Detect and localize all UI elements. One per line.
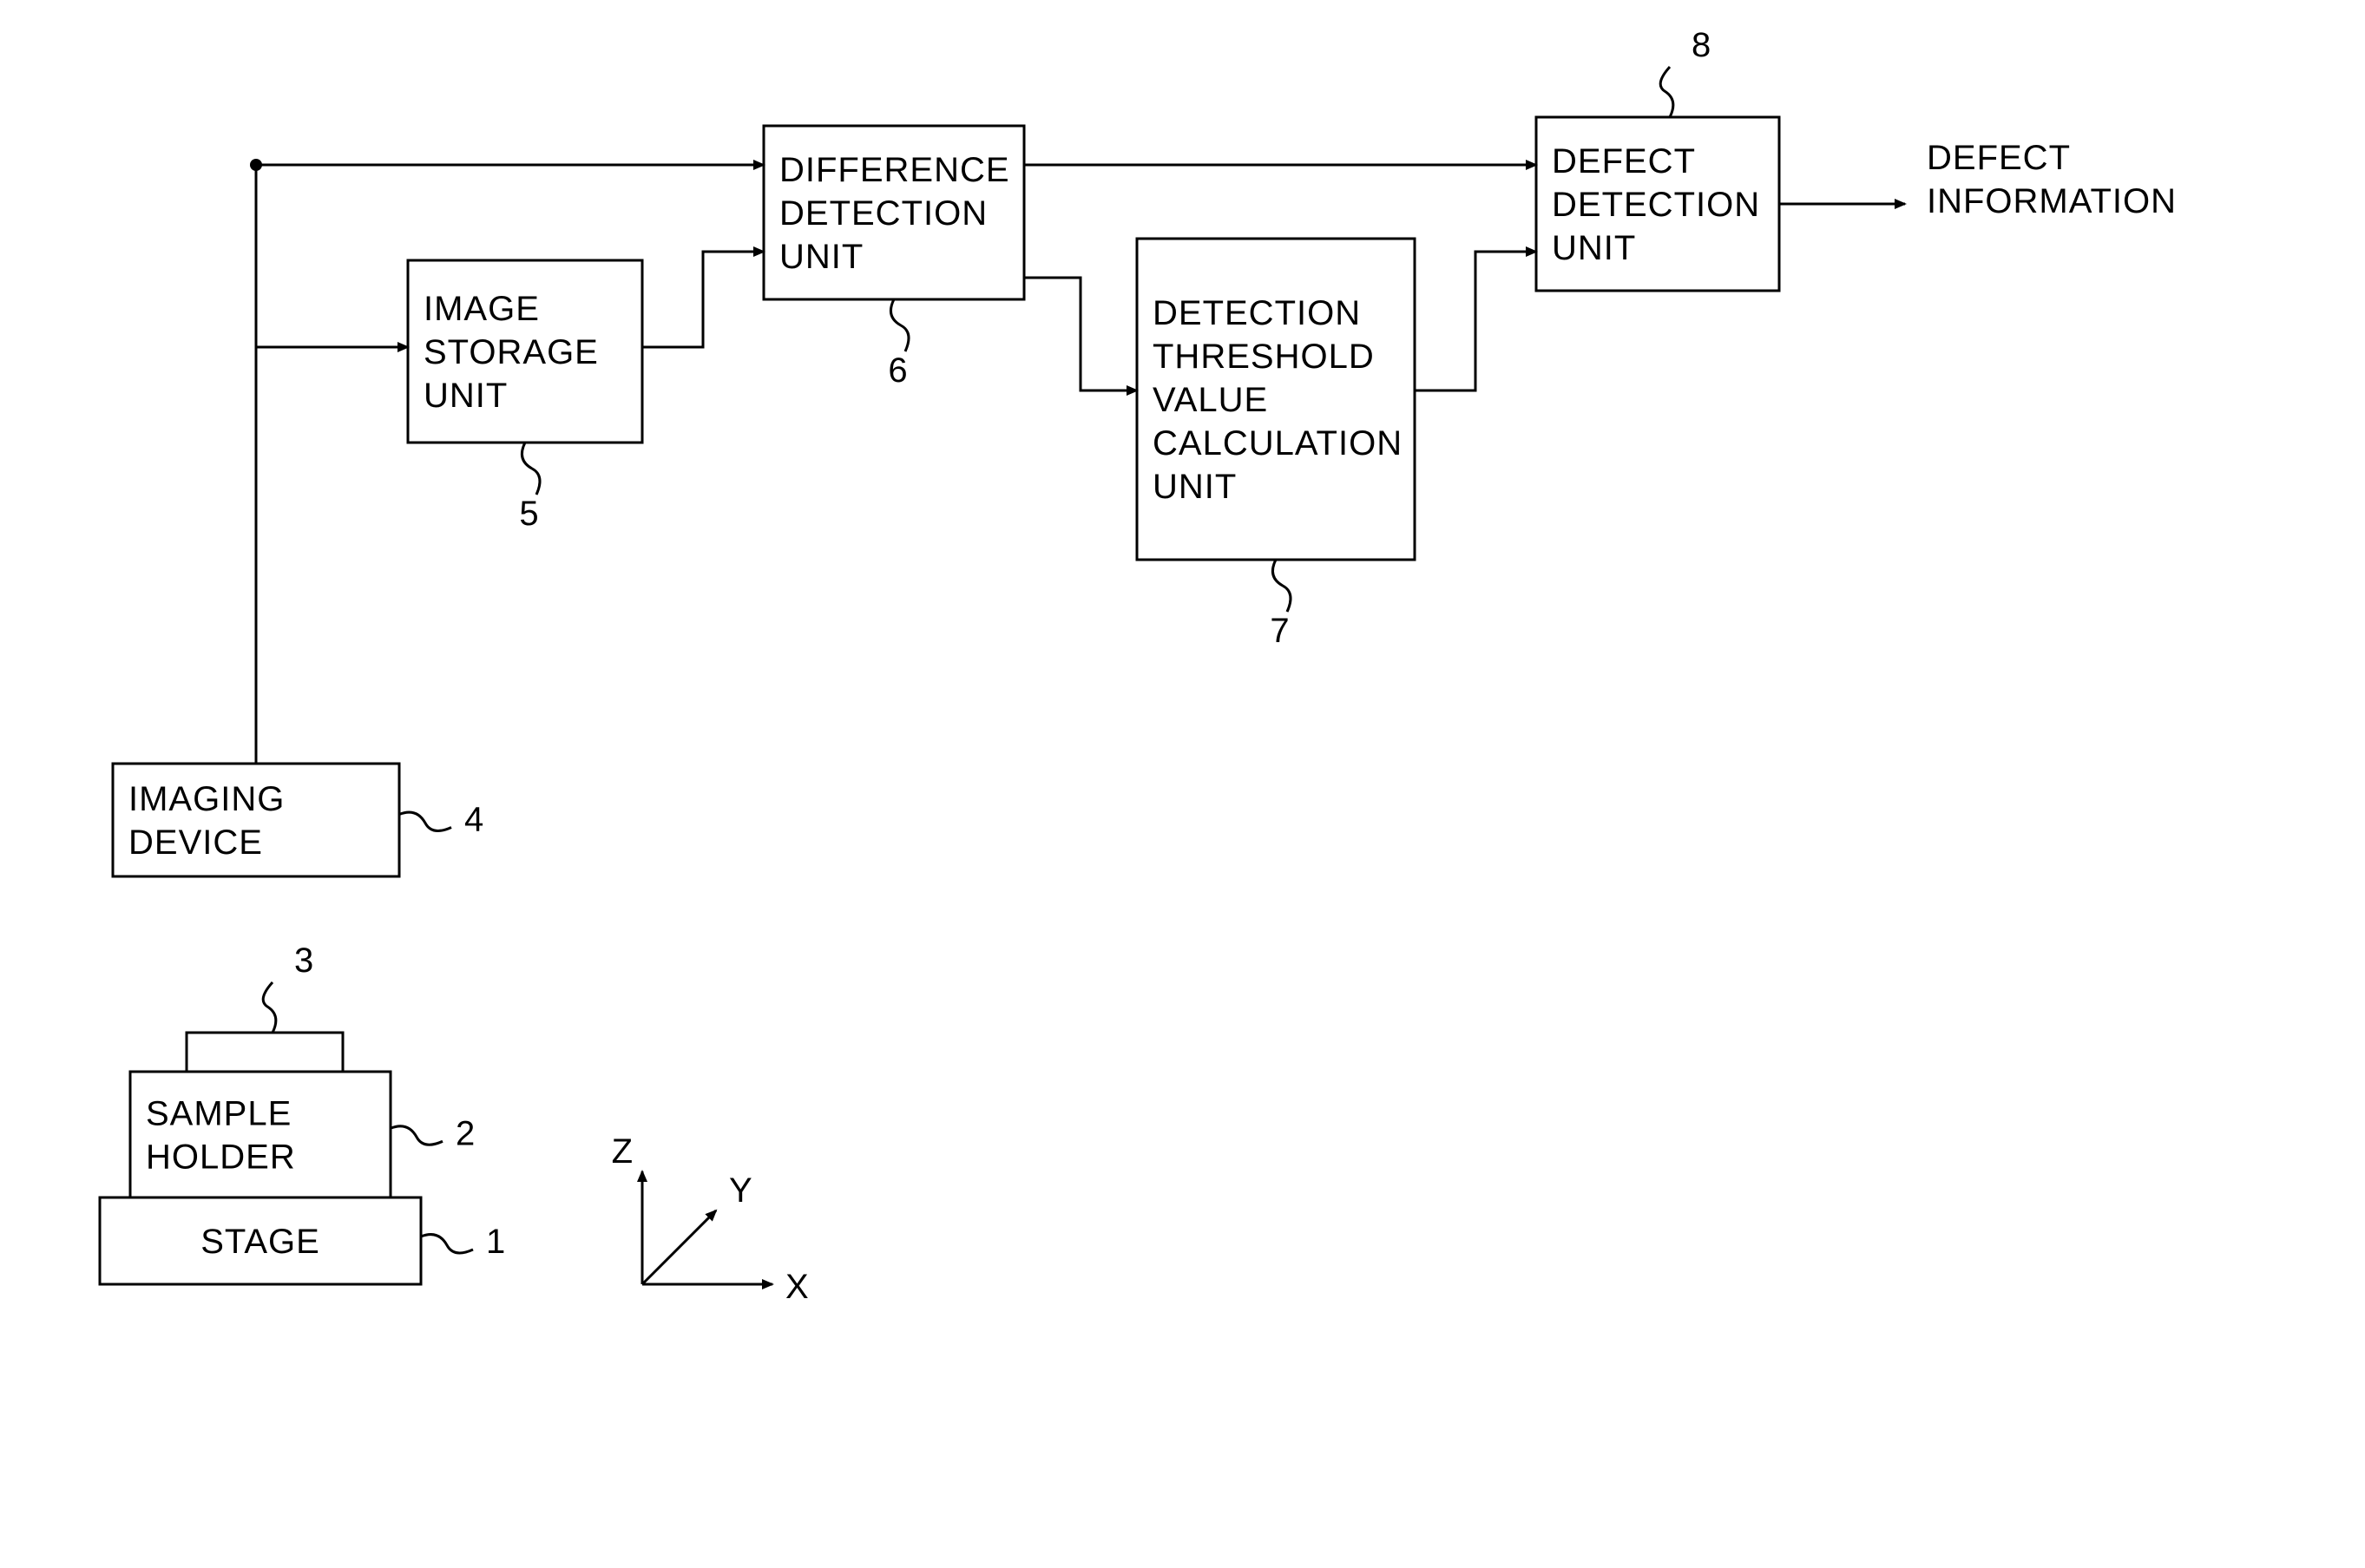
- node-image_storage-label: IMAGESTORAGEUNIT: [424, 290, 599, 415]
- node-diff_detect-label: DIFFERENCEDETECTIONUNIT: [779, 151, 1010, 276]
- node-stage: STAGE: [100, 1197, 421, 1284]
- ref-num-threshold: 7: [1270, 612, 1290, 650]
- axis-label-x: X: [785, 1268, 810, 1306]
- axes-layer: Z X Y: [612, 1132, 810, 1306]
- node-defect_detect: DEFECTDETECTIONUNIT: [1536, 117, 1779, 291]
- ref-num-diff_detect: 6: [888, 351, 908, 390]
- edges-layer: [250, 159, 1905, 764]
- node-imaging_device: IMAGINGDEVICE: [113, 764, 399, 876]
- ref-defect_detect: 8: [1660, 26, 1711, 117]
- node-sample_holder-box: [130, 1072, 391, 1197]
- ref-num-sample: 3: [294, 941, 314, 980]
- ref-num-image_storage: 5: [519, 495, 539, 533]
- ref-num-stage: 1: [486, 1223, 506, 1261]
- node-imaging_device-label: IMAGINGDEVICE: [128, 780, 285, 862]
- ref-threshold: 7: [1270, 560, 1291, 650]
- ref-diff_detect: 6: [888, 299, 909, 390]
- ref-image_storage: 5: [519, 443, 540, 533]
- output-label: DEFECTINFORMATION: [1927, 139, 2177, 220]
- node-sample: [187, 1033, 343, 1072]
- node-defect_detect-label: DEFECTDETECTIONUNIT: [1552, 142, 1760, 267]
- axis-label-z: Z: [612, 1132, 634, 1171]
- node-diff_detect: DIFFERENCEDETECTIONUNIT: [764, 126, 1024, 299]
- block-diagram: STAGE SAMPLEHOLDER IMAGINGDEVICE IMAGESTORA…: [0, 0, 2365, 1568]
- axis-label-y: Y: [729, 1171, 753, 1210]
- node-threshold: DETECTIONTHRESHOLDVALUECALCULATIONUNIT: [1137, 239, 1415, 560]
- ref-sample_holder: 2: [391, 1114, 476, 1152]
- node-stage-label: STAGE: [200, 1223, 320, 1261]
- node-threshold-label: DETECTIONTHRESHOLDVALUECALCULATIONUNIT: [1153, 294, 1403, 506]
- node-sample_holder-label: SAMPLEHOLDER: [146, 1095, 296, 1177]
- output-layer: DEFECTINFORMATION: [1927, 139, 2177, 220]
- node-image_storage: IMAGESTORAGEUNIT: [408, 260, 642, 443]
- ref-num-sample_holder: 2: [456, 1114, 476, 1152]
- ref-stage: 1: [421, 1223, 506, 1261]
- diff-to-threshold: [1024, 278, 1137, 390]
- ref-sample: 3: [263, 941, 314, 1033]
- node-sample-box: [187, 1033, 343, 1072]
- ref-num-defect_detect: 8: [1692, 26, 1711, 64]
- nodes-layer: STAGE SAMPLEHOLDER IMAGINGDEVICE IMAGESTORA…: [100, 117, 1779, 1284]
- ref-num-imaging_device: 4: [464, 801, 484, 839]
- ref-imaging_device: 4: [399, 801, 484, 839]
- storage-to-diff: [642, 252, 764, 347]
- node-sample_holder: SAMPLEHOLDER: [130, 1072, 391, 1197]
- threshold-to-defect: [1415, 252, 1536, 390]
- axis-y: [642, 1210, 716, 1284]
